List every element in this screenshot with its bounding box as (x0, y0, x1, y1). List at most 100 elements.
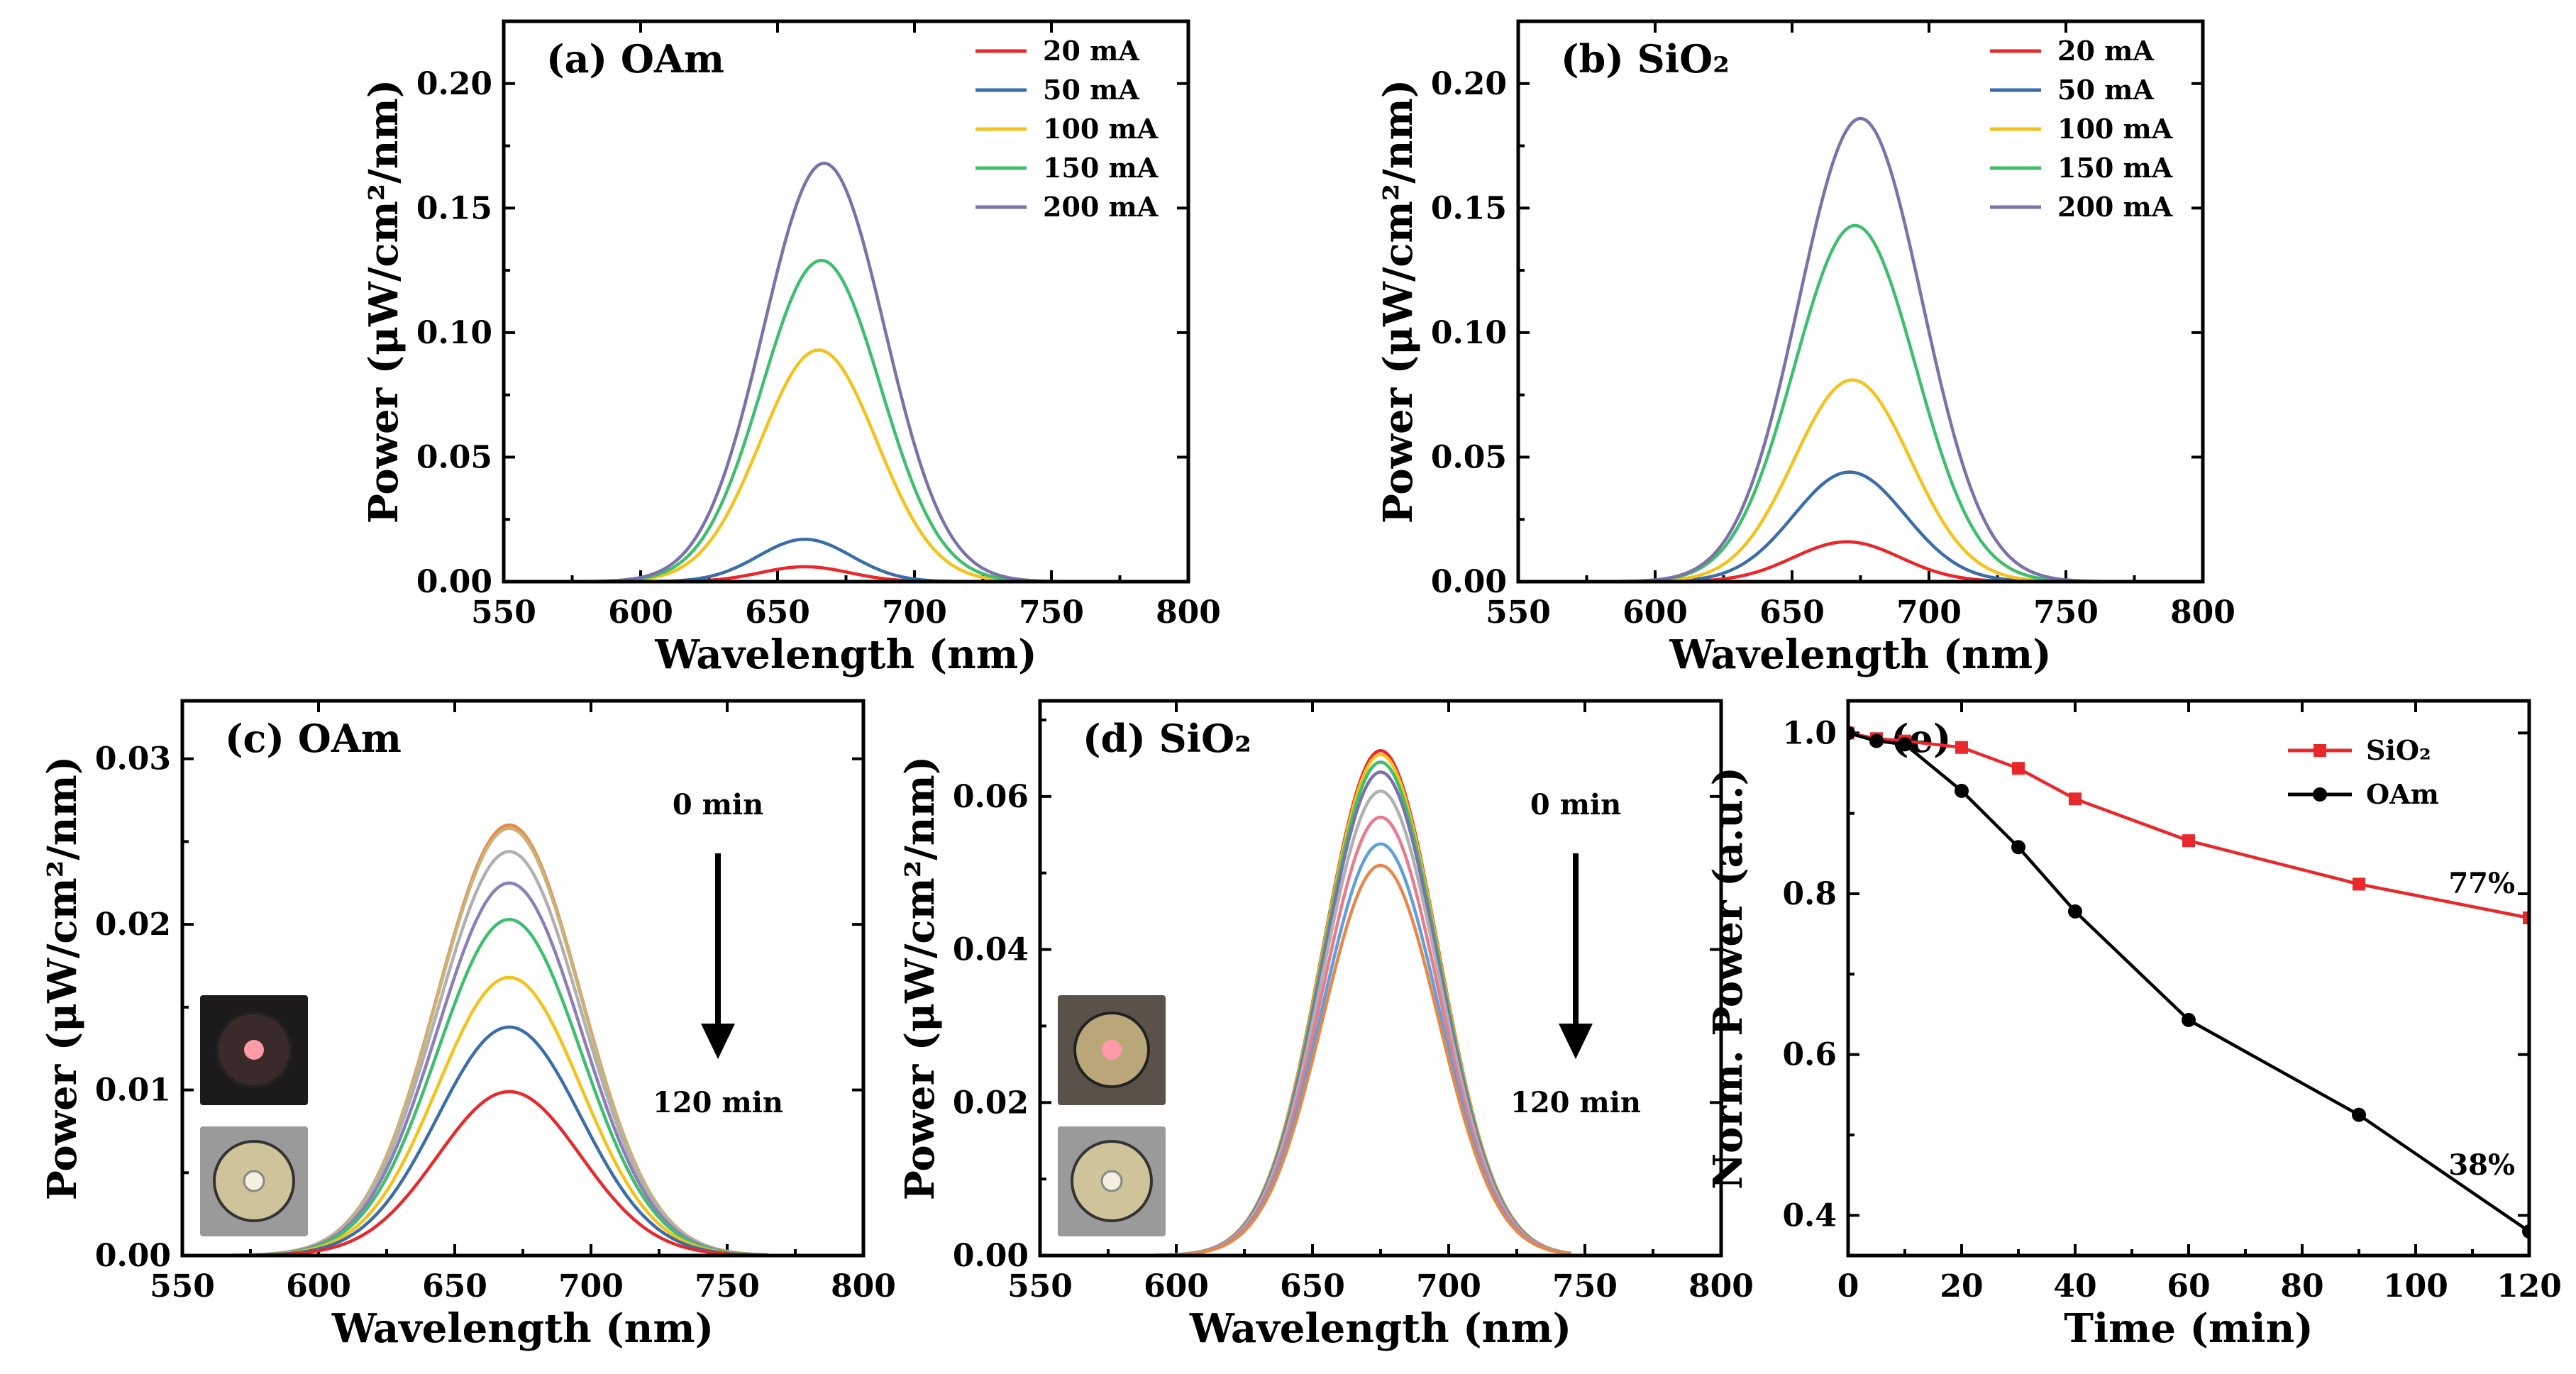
x-tick-label: 600 (1623, 594, 1688, 631)
x-tick-label: 800 (1688, 1268, 1754, 1304)
series-line-20-mA (1518, 540, 2203, 582)
x-axis-label: Wavelength (nm) (654, 631, 1037, 678)
y-tick-label: 0.01 (95, 1073, 171, 1109)
panel-title: (b) SiO₂ (1561, 36, 1730, 82)
end-value-label: 77% (2448, 867, 2515, 900)
legend-label: 100 mA (2057, 113, 2173, 145)
x-tick-label: 650 (422, 1268, 487, 1304)
y-axis-label: Norm. Power (a.u.) (1705, 767, 1752, 1190)
x-tick-label: 550 (471, 594, 536, 631)
x-tick-label: 700 (558, 1268, 624, 1304)
plot-frame (1846, 699, 2531, 1258)
y-tick-label: 0.20 (416, 66, 492, 102)
series-line-20-mA (504, 565, 1188, 582)
plot-frame (180, 699, 866, 1258)
y-tick-label: 0.02 (95, 907, 171, 943)
y-tick-label: 0.8 (1782, 876, 1837, 912)
annotation-end: 120 min (1510, 1086, 1641, 1119)
data-point-square (1955, 741, 1968, 754)
x-axis-label: Wavelength (nm) (1669, 631, 2051, 678)
device-photo-off (200, 1126, 308, 1236)
plot-area (1848, 726, 2529, 1239)
y-tick-label: 0.20 (1431, 66, 1507, 102)
x-tick-label: 750 (1552, 1268, 1618, 1304)
device-photo-lit (1058, 995, 1166, 1105)
y-tick-label: 0.05 (416, 439, 492, 475)
y-tick-label: 0.03 (95, 741, 171, 777)
x-tick-label: 0 (1837, 1268, 1859, 1304)
y-tick-label: 0.06 (953, 779, 1029, 815)
panel-e: 0 20 40 60 80 100 120 0.4 0.6 0.8 1.0 Time (min) Nor… (1705, 699, 2562, 1352)
legend-label: OAm (2366, 778, 2439, 810)
panel-title: (c) OAm (225, 716, 402, 761)
y-tick-label: 0.10 (1431, 315, 1507, 351)
y-tick-label: 1.0 (1782, 715, 1837, 751)
panel-title: (a) OAm (546, 36, 724, 82)
y-tick-label: 0.00 (1431, 564, 1507, 600)
x-tick-label: 80 (2280, 1268, 2323, 1304)
x-axis-label: Wavelength (nm) (331, 1305, 714, 1352)
plot-frame (1516, 19, 2205, 584)
data-point-square (2012, 762, 2025, 775)
x-tick-label: 800 (1156, 594, 1221, 631)
annotation-start: 0 min (1530, 788, 1621, 821)
legend-label: 50 mA (1043, 74, 1139, 106)
series-line-50-mA (504, 538, 1188, 582)
legend-label: 150 mA (2057, 152, 2173, 184)
x-tick-label: 700 (1896, 594, 1962, 631)
legend-marker (2313, 787, 2327, 802)
time-arrow-head (701, 1024, 735, 1059)
series-line-100-mA (504, 348, 1188, 582)
y-tick-label: 0.15 (1431, 190, 1507, 226)
series-line (1040, 863, 1572, 1256)
data-point-square (2353, 877, 2365, 891)
data-point-circle (2011, 840, 2025, 855)
y-tick-label: 0.00 (95, 1238, 171, 1274)
series-line-150-mA (504, 258, 1188, 582)
y-tick-label: 0.02 (953, 1085, 1029, 1121)
x-tick-label: 650 (1759, 594, 1825, 631)
series-line (1040, 842, 1572, 1256)
series-line-200-mA (1518, 116, 2203, 582)
x-axis-label: Time (min) (2064, 1305, 2314, 1352)
data-point-circle (2068, 904, 2082, 919)
x-tick-label: 750 (695, 1268, 760, 1304)
plot-area (504, 161, 1188, 582)
x-tick-label: 120 (2497, 1268, 2562, 1304)
x-axis-label: Wavelength (nm) (1189, 1305, 1571, 1352)
x-tick-label: 600 (1144, 1268, 1209, 1304)
x-tick-label: 700 (1416, 1268, 1481, 1304)
x-tick-label: 20 (1940, 1268, 1983, 1304)
x-tick-label: 550 (150, 1268, 215, 1304)
plot-area (1518, 116, 2203, 582)
panel-b: 550 600 650 700 750 800 0.00 0.05 0.10 0.15 0.20 Wa… (1375, 19, 2235, 678)
y-tick-label: 0.6 (1782, 1037, 1837, 1073)
series-line-50-mA (1518, 470, 2203, 582)
device-photo-lit (200, 995, 308, 1105)
x-tick-label: 750 (1019, 594, 1084, 631)
legend-label: 20 mA (2057, 35, 2154, 67)
data-point-circle (1869, 733, 1884, 748)
legend-label: 200 mA (1043, 191, 1159, 223)
y-tick-label: 0.4 (1782, 1197, 1837, 1234)
legend-label: SiO₂ (2366, 734, 2431, 766)
plot-frame (502, 19, 1190, 584)
x-tick-label: 600 (286, 1268, 351, 1304)
y-axis-label: Power (μW/cm²/nm) (39, 756, 86, 1200)
panel-a: 550 600 650 700 750 800 0.00 0.05 0.10 0.15 0.20 Wa… (360, 19, 1221, 678)
x-tick-label: 800 (2170, 594, 2235, 631)
data-point-square (2182, 834, 2195, 848)
x-tick-label: 650 (745, 594, 810, 631)
x-tick-label: 550 (1486, 594, 1551, 631)
x-tick-label: 700 (882, 594, 947, 631)
time-arrow-head (1559, 1024, 1593, 1059)
x-tick-label: 40 (2053, 1268, 2096, 1304)
annotation-end: 120 min (653, 1086, 783, 1119)
legend-label: 150 mA (1043, 152, 1159, 184)
photo-emitter (244, 1040, 264, 1060)
legend-label: 50 mA (2057, 74, 2154, 106)
x-tick-label: 60 (2167, 1268, 2210, 1304)
x-tick-label: 550 (1007, 1268, 1073, 1304)
plot-frame (1038, 699, 1723, 1258)
